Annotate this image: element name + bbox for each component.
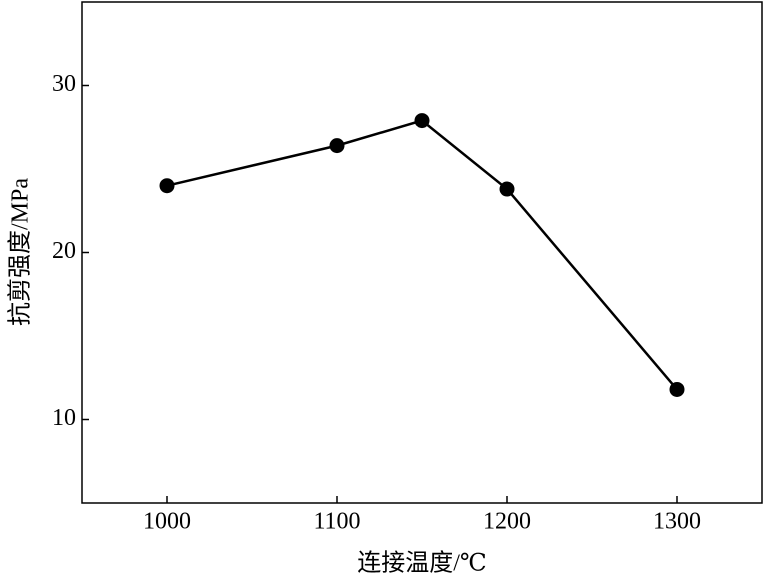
y-tick-label: 30 [52,71,76,97]
x-tick-label: 1300 [653,509,701,535]
y-tick-label: 10 [52,405,76,431]
x-tick-label: 1100 [313,509,360,535]
y-axis-label: 抗剪强度/MPa [7,178,34,326]
data-line [166,119,678,391]
data-point [414,113,430,129]
data-point [499,181,515,197]
plot-frame [81,1,763,504]
x-axis-label: 连接温度/℃ [357,550,487,577]
x-tick-label: 1200 [483,509,531,535]
data-point [159,178,175,194]
x-tick-label: 1000 [143,509,191,535]
y-tick-label: 20 [52,238,76,264]
data-point [329,138,345,154]
data-point [669,381,685,397]
